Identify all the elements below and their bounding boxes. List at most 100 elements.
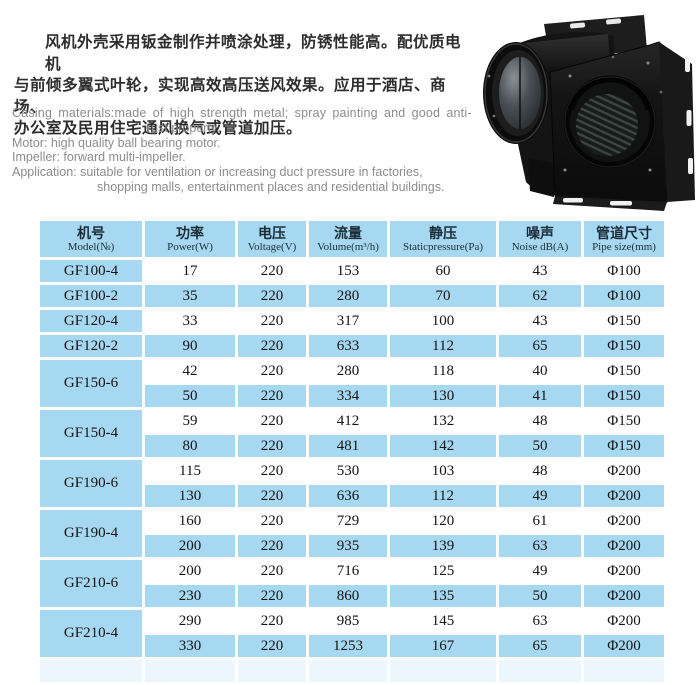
- table-row: GF190-6 115 220 530 103 48 Φ200: [40, 460, 664, 507]
- spec-value-cell: 153: [309, 260, 387, 282]
- table-row: GF100-2 35 220 280 70 62 Φ100: [40, 285, 664, 307]
- spec-value-cell: 633: [309, 335, 387, 357]
- spec-value-cell: Φ200: [584, 560, 664, 582]
- spec-value-cell: 120: [390, 510, 496, 532]
- spec-value-cell: 636: [309, 485, 387, 507]
- table-row: GF120-4 33 220 317 100 43 Φ150: [40, 310, 664, 332]
- spec-value-cell: 1253: [309, 635, 387, 657]
- col-header-zh: 电压: [258, 224, 286, 241]
- table-reflection-row: [40, 660, 664, 682]
- spec-value-cell: 200: [145, 560, 235, 582]
- table-row: 330 220 1253 167 65 Φ200: [40, 635, 664, 657]
- spec-value-cell: 280: [309, 360, 387, 382]
- spec-value-cell: 200: [145, 535, 235, 557]
- spec-value-cell: 100: [390, 310, 496, 332]
- intro-zh-line: 与前倾多翼式叶轮，实现高效高压送风效果。应用于酒店、商场、: [14, 77, 447, 116]
- table-row: 200 220 935 139 63 Φ200: [40, 535, 664, 557]
- model-cell: GF120-2: [40, 335, 142, 357]
- col-header-pipe-size: 管道尺寸 Pipe size(mm): [584, 221, 664, 257]
- model-cell: GF120-4: [40, 310, 142, 332]
- spec-value-cell: 220: [238, 635, 306, 657]
- spec-value-cell: 59: [145, 410, 235, 432]
- col-header-voltage: 电压 Voltage(V): [238, 221, 306, 257]
- description-line: shopping malls, entertainment places and…: [97, 179, 445, 194]
- col-header-zh: 管道尺寸: [596, 224, 652, 241]
- table-row: GF100-4 17 220 153 60 43 Φ100: [40, 260, 664, 282]
- spec-value-cell: 220: [238, 335, 306, 357]
- spec-value-cell: 112: [390, 335, 496, 357]
- spec-value-cell: 43: [499, 260, 581, 282]
- model-cell: GF100-4: [40, 260, 142, 282]
- spec-value-cell: 317: [309, 310, 387, 332]
- spec-value-cell: 80: [145, 435, 235, 457]
- spec-value-cell: Φ200: [584, 485, 664, 507]
- description-paragraph-en: Casing materials:made of high strength m…: [12, 106, 472, 195]
- col-header-zh: 静压: [429, 224, 457, 241]
- spec-value-cell: Φ150: [584, 385, 664, 407]
- reflection-cell: [238, 660, 306, 682]
- col-header-en: Noise dB(A): [511, 240, 569, 253]
- spec-value-cell: 48: [499, 410, 581, 432]
- spec-value-cell: Φ150: [584, 360, 664, 382]
- spec-value-cell: 139: [390, 535, 496, 557]
- spec-value-cell: 42: [145, 360, 235, 382]
- table-row: 50 220 334 130 41 Φ150: [40, 385, 664, 407]
- spec-value-cell: 412: [309, 410, 387, 432]
- model-cell: GF150-4: [40, 410, 142, 457]
- spec-value-cell: 142: [390, 435, 496, 457]
- spec-value-cell: 481: [309, 435, 387, 457]
- spec-value-cell: 220: [238, 435, 306, 457]
- description-line: Casing materials:made of high strength m…: [12, 106, 472, 120]
- spec-value-cell: 330: [145, 635, 235, 657]
- col-header-en: Staticpressure(Pa): [402, 240, 484, 253]
- spec-value-cell: 35: [145, 285, 235, 307]
- spec-value-cell: 115: [145, 460, 235, 482]
- spec-value-cell: 220: [238, 460, 306, 482]
- spec-value-cell: 220: [238, 285, 306, 307]
- spec-value-cell: 290: [145, 610, 235, 632]
- spec-value-cell: 40: [499, 360, 581, 382]
- spec-value-cell: 60: [390, 260, 496, 282]
- col-header-en: Volume(m³/h): [317, 240, 379, 253]
- description-line: Motor: high quality ball bearing motor.: [12, 135, 221, 150]
- intro-paragraph-zh: 风机外壳采用钣金制作并喷涂处理，防锈性能高。配优质电机 与前倾多翼式叶轮，实现高…: [14, 32, 466, 140]
- spec-value-cell: 220: [238, 610, 306, 632]
- spec-value-cell: 220: [238, 385, 306, 407]
- col-header-zh: 流量: [334, 224, 362, 241]
- spec-value-cell: Φ150: [584, 335, 664, 357]
- reflection-cell: [40, 660, 142, 682]
- col-header-noise: 噪声 Noise dB(A): [499, 221, 581, 257]
- spec-value-cell: 70: [390, 285, 496, 307]
- model-cell: GF100-2: [40, 285, 142, 307]
- model-cell: GF150-6: [40, 360, 142, 407]
- reflection-cell: [145, 660, 235, 682]
- spec-value-cell: 220: [238, 360, 306, 382]
- spec-value-cell: 860: [309, 585, 387, 607]
- spec-table-body: GF100-4 17 220 153 60 43 Φ100 GF100-2 35 220 280 70…: [40, 260, 664, 657]
- spec-value-cell: 63: [499, 535, 581, 557]
- spec-value-cell: 90: [145, 335, 235, 357]
- spec-value-cell: 530: [309, 460, 387, 482]
- spec-value-cell: 280: [309, 285, 387, 307]
- col-header-en: Voltage(V): [247, 240, 297, 253]
- col-header-power: 功率 Power(W): [145, 221, 235, 257]
- spec-value-cell: 132: [390, 410, 496, 432]
- col-header-zh: 噪声: [526, 224, 554, 241]
- spec-value-cell: 145: [390, 610, 496, 632]
- spec-value-cell: 167: [390, 635, 496, 657]
- intro-zh-line: 风机外壳采用钣金制作并喷涂处理，防锈性能高。配优质电机: [45, 34, 462, 73]
- spec-value-cell: 729: [309, 510, 387, 532]
- reflection-cell: [390, 660, 496, 682]
- spec-value-cell: 112: [390, 485, 496, 507]
- table-row: 230 220 860 135 50 Φ200: [40, 585, 664, 607]
- spec-value-cell: Φ150: [584, 410, 664, 432]
- description-line: Impeller: forward multi-impeller.: [12, 150, 186, 165]
- spec-value-cell: 160: [145, 510, 235, 532]
- spec-value-cell: 41: [499, 385, 581, 407]
- spec-value-cell: Φ100: [584, 260, 664, 282]
- spec-value-cell: Φ200: [584, 510, 664, 532]
- spec-value-cell: 49: [499, 560, 581, 582]
- spec-value-cell: Φ100: [584, 285, 664, 307]
- spec-value-cell: 220: [238, 585, 306, 607]
- spec-value-cell: Φ150: [584, 310, 664, 332]
